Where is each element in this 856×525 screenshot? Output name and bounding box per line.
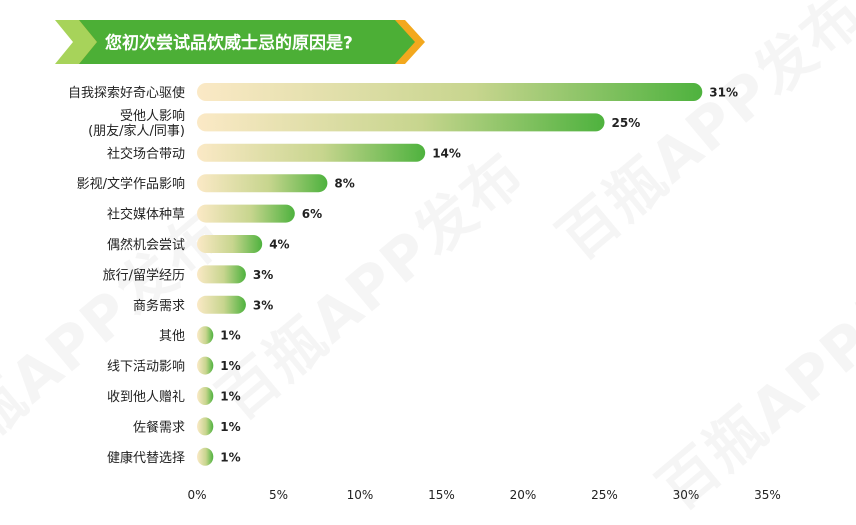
x-tick-label: 30%: [673, 488, 700, 502]
bar: [197, 143, 426, 162]
value-label: 1%: [220, 359, 240, 373]
value-label: 1%: [220, 450, 240, 464]
x-tick-label: 10%: [347, 488, 374, 502]
category-label: 影视/文学作品影响: [77, 176, 185, 192]
value-label: 31%: [709, 86, 738, 100]
value-label: 3%: [253, 298, 273, 312]
bar: [197, 174, 328, 193]
value-label: 1%: [220, 420, 240, 434]
x-axis: 0% 5% 10% 15% 20% 25% 30% 35%: [187, 488, 780, 502]
bar-chart: 自我探索好奇心驱使 31% 受他人影响(朋友/家人/同事) 25% 社交场合带动 14% 影…: [68, 83, 781, 502]
category-label: 佐餐需求: [133, 419, 185, 435]
category-label: 旅行/留学经历: [103, 267, 185, 283]
value-label: 25%: [612, 116, 641, 130]
bar: [197, 265, 246, 284]
value-label: 1%: [220, 329, 240, 343]
bar: [197, 326, 214, 345]
bar: [197, 295, 246, 314]
x-tick-label: 20%: [510, 488, 537, 502]
x-tick-label: 25%: [591, 488, 618, 502]
category-label: 社交媒体种草: [107, 207, 185, 223]
category-label: 线下活动影响: [107, 359, 185, 375]
category-label: 健康代替选择: [107, 450, 185, 466]
bar: [197, 83, 703, 101]
category-label: 收到他人赠礼: [107, 389, 185, 405]
x-tick-label: 5%: [269, 488, 288, 502]
value-label: 14%: [432, 146, 461, 160]
bar: [197, 356, 214, 375]
bar: [197, 387, 214, 405]
value-label: 8%: [334, 177, 354, 191]
category-label: 商务需求: [133, 298, 185, 314]
x-tick-label: 15%: [428, 488, 455, 502]
x-tick-label: 0%: [187, 488, 206, 502]
bars-layer: 自我探索好奇心驱使 31% 受他人影响(朋友/家人/同事) 25% 社交场合带动 14% 影…: [68, 83, 738, 466]
bar: [197, 235, 263, 253]
category-label: 其他: [159, 329, 185, 344]
bar: [197, 447, 214, 466]
value-label: 3%: [253, 268, 273, 282]
chart-title: 您初次尝试品饮威士忌的原因是?: [105, 33, 353, 54]
x-tick-label: 35%: [754, 488, 781, 502]
bar: [197, 204, 295, 223]
value-label: 6%: [302, 207, 322, 221]
value-label: 1%: [220, 390, 240, 404]
title-banner: 您初次尝试品饮威士忌的原因是?: [55, 20, 425, 64]
category-label: 偶然机会尝试: [107, 237, 185, 253]
bar: [197, 113, 605, 132]
category-label: 自我探索好奇心驱使: [68, 85, 185, 101]
category-label: 社交场合带动: [107, 146, 185, 162]
bar: [197, 417, 214, 436]
value-label: 4%: [269, 238, 289, 252]
banner-green-body: [79, 20, 415, 64]
category-label: 受他人影响(朋友/家人/同事): [88, 108, 185, 139]
